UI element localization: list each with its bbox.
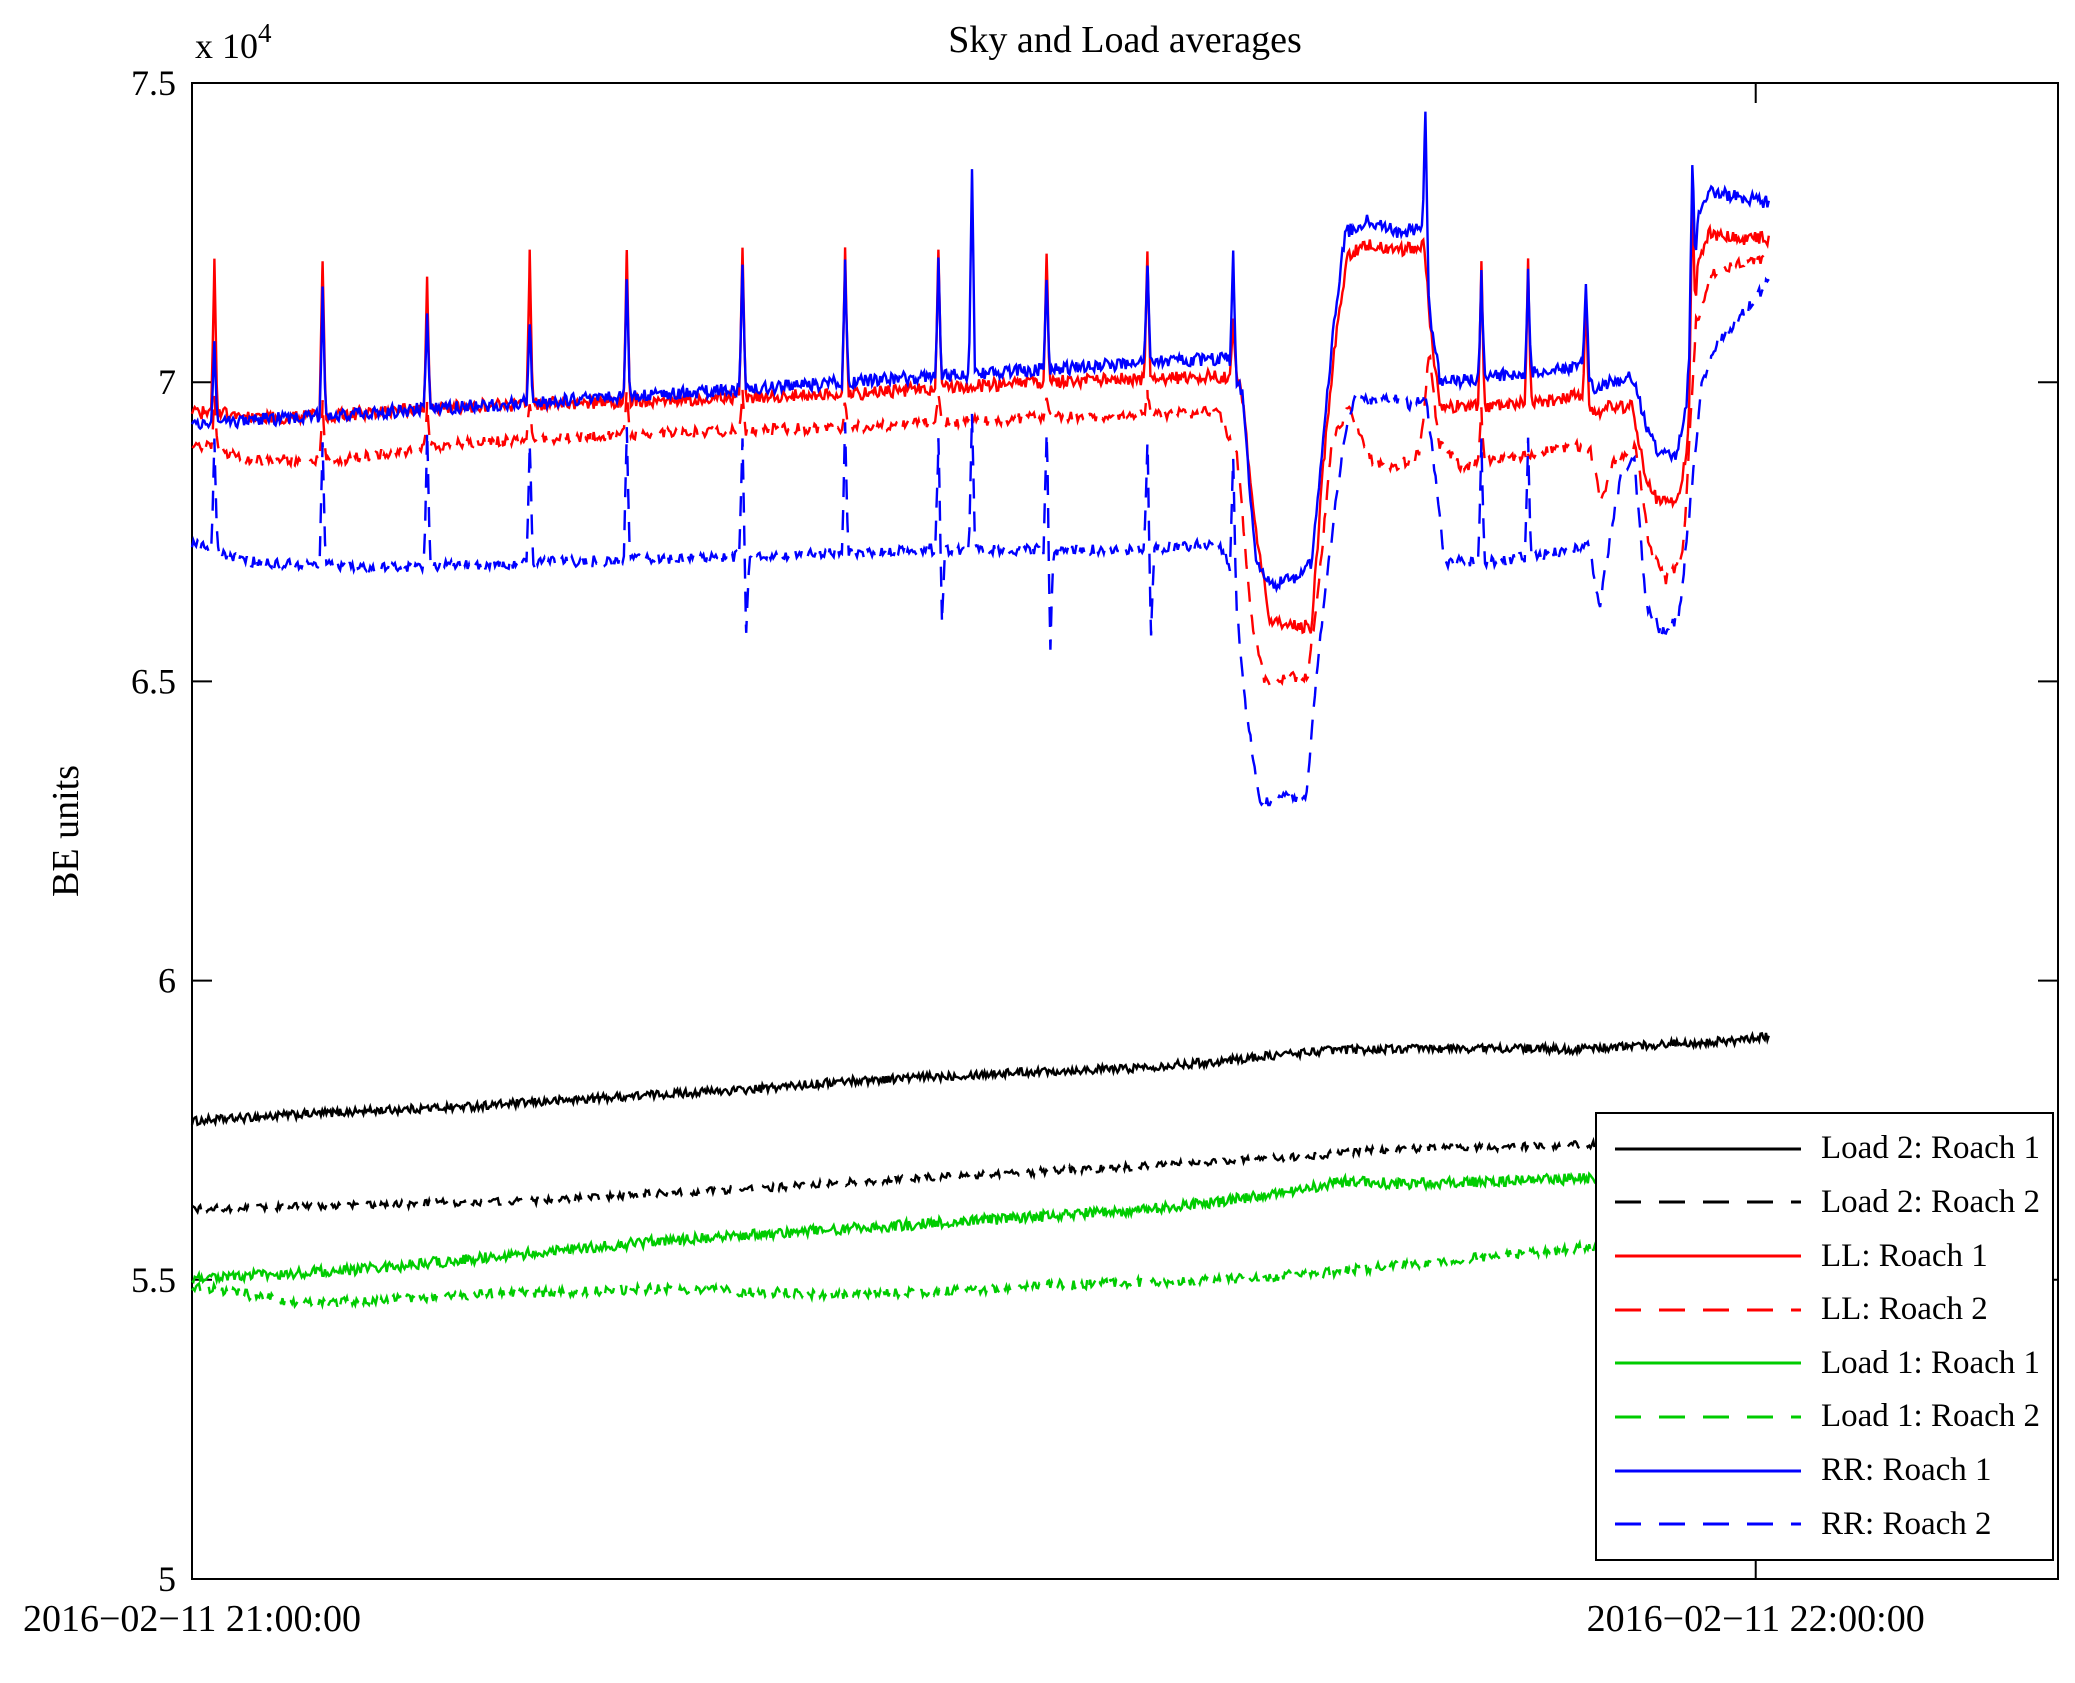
series-line-load2-1 <box>190 1030 1770 1128</box>
legend-item-ll-2: LL: Roach 2 <box>1613 1286 2048 1334</box>
legend-line-sample <box>1615 1522 1801 1526</box>
y-axis-label: BE units <box>45 765 87 897</box>
legend-item-load1-1: Load 1: Roach 1 <box>1613 1339 2048 1387</box>
x-tick-label: 2016−02−11 21:00:00 <box>23 1598 361 1640</box>
y-axis-multiplier: x 104 <box>195 18 272 66</box>
legend-line-sample <box>1615 1308 1801 1312</box>
legend-label: RR: Roach 1 <box>1821 1452 1992 1489</box>
series-line-ll-1 <box>190 200 1770 635</box>
series-line-load2-2 <box>191 1131 1770 1216</box>
legend-label: LL: Roach 2 <box>1821 1291 1988 1328</box>
y-tick-label: 7.5 <box>131 63 176 103</box>
series-line-load1-1 <box>191 1163 1770 1286</box>
y-axis-multiplier-exponent: 4 <box>258 18 272 48</box>
y-tick-label: 6.5 <box>131 661 176 701</box>
y-axis-multiplier-base: x 10 <box>195 26 258 66</box>
y-tick-label: 5 <box>158 1559 176 1599</box>
legend-label: Load 1: Roach 2 <box>1821 1398 2041 1435</box>
legend-label: Load 2: Roach 2 <box>1821 1183 2041 1220</box>
series-line-rr-1 <box>190 111 1770 594</box>
legend-line-sample <box>1615 1415 1801 1419</box>
legend-item-load1-2: Load 1: Roach 2 <box>1613 1393 2048 1441</box>
legend-item-ll-1: LL: Roach 1 <box>1613 1232 2048 1280</box>
legend: Load 2: Roach 1 Load 2: Roach 2 LL: Roach … <box>1595 1112 2054 1561</box>
legend-label: Load 2: Roach 1 <box>1821 1130 2041 1167</box>
legend-line-sample <box>1615 1147 1801 1151</box>
legend-item-load2-2: Load 2: Roach 2 <box>1613 1178 2048 1226</box>
legend-line-sample <box>1615 1200 1801 1204</box>
legend-label: LL: Roach 1 <box>1821 1237 1988 1274</box>
legend-item-load2-1: Load 2: Roach 1 <box>1613 1125 2048 1173</box>
legend-label: RR: Roach 2 <box>1821 1505 1992 1542</box>
y-tick-label: 6 <box>158 961 176 1001</box>
y-tick-label: 7 <box>158 362 176 402</box>
legend-line-sample <box>1615 1361 1801 1365</box>
legend-item-rr-2: RR: Roach 2 <box>1613 1500 2048 1548</box>
legend-line-sample <box>1615 1469 1801 1473</box>
legend-line-sample <box>1615 1254 1801 1258</box>
series-line-load1-2 <box>191 1208 1770 1311</box>
x-tick-label: 2016−02−11 22:00:00 <box>1587 1598 1925 1640</box>
y-tick-label: 5.5 <box>131 1260 176 1300</box>
series-line-ll-2 <box>191 251 1770 689</box>
series-line-rr-2 <box>190 276 1770 807</box>
legend-label: Load 1: Roach 1 <box>1821 1344 2041 1381</box>
plot-frame <box>191 82 2059 1580</box>
legend-item-rr-1: RR: Roach 1 <box>1613 1447 2048 1495</box>
chart-title: Sky and Load averages <box>948 19 1302 61</box>
